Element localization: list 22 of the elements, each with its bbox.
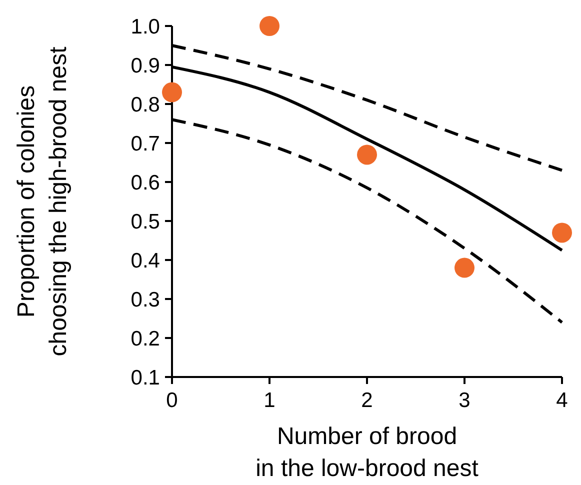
x-tick-label: 1 (264, 389, 276, 412)
y-tick-label: 0.4 (130, 249, 160, 272)
point (162, 82, 182, 102)
x-tick-label: 3 (458, 389, 470, 412)
y-axis-title: Proportion of colonies choosing the high-brood nest (13, 46, 72, 356)
y-tick-label: 0.9 (130, 54, 160, 78)
point (357, 144, 377, 165)
x-tick-label: 0 (166, 389, 178, 412)
y-tick-label: 0.6 (130, 171, 160, 194)
y-tick-label: 0.1 (130, 366, 160, 390)
y-tick-label: 1.0 (130, 15, 160, 38)
y-tick-label: 0.5 (130, 210, 160, 234)
x-tick-label: 2 (361, 389, 373, 412)
x-axis-title: Number of brood in the low-brood nest (256, 423, 479, 482)
x-tick-label: 4 (556, 389, 568, 412)
y-tick-label: 0.3 (130, 288, 160, 312)
point (260, 16, 280, 36)
y-tick-label: 0.2 (130, 327, 160, 350)
point (552, 222, 572, 243)
y-tick-label: 0.7 (130, 132, 160, 156)
point (454, 258, 474, 278)
y-tick-label: 0.8 (130, 93, 160, 116)
